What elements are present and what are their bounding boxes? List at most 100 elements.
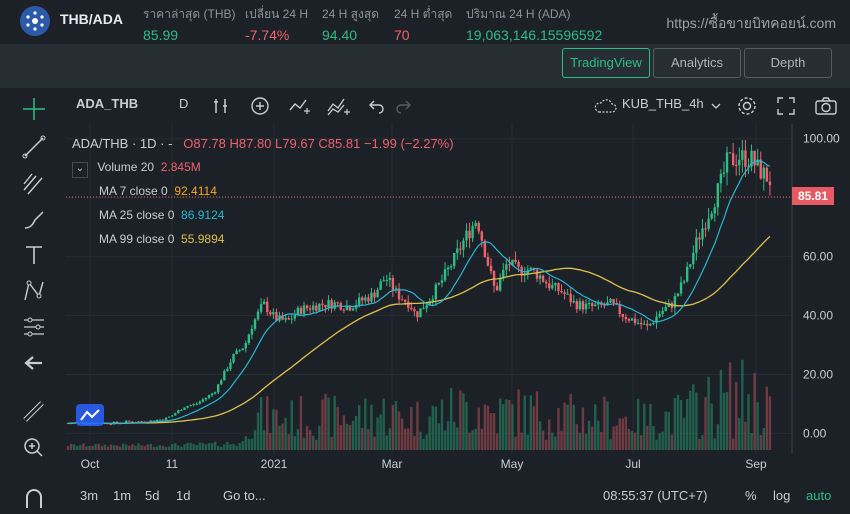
gear-icon[interactable] [736,95,758,117]
log-toggle[interactable]: log [773,488,791,503]
tab-tradingview[interactable]: TradingView [562,48,650,78]
candle-body [373,292,376,298]
price-tick-label: 20.00 [803,367,833,381]
percent-toggle[interactable]: % [745,488,757,503]
volume-bar [391,405,395,450]
volume-bar [407,428,410,450]
candle-body [701,228,704,240]
collapse-legend-icon[interactable]: ⌄ [72,162,88,178]
interval-select[interactable]: D [179,96,189,111]
tab-analytics[interactable]: Analytics [653,48,741,78]
volume-bar [149,443,152,450]
volume-bar [627,429,631,450]
crosshair-icon[interactable] [16,94,52,124]
volume-bar [186,442,189,450]
volume-bar [615,425,618,450]
tradingview-logo-icon[interactable] [76,404,104,426]
volume-bar [590,426,594,450]
auto-toggle[interactable]: auto [806,488,832,503]
volume-bar [535,391,539,450]
volume-bar [210,443,214,450]
candle-body [566,293,569,295]
candle-body [266,301,269,313]
candle-body [689,264,692,267]
candle-body [259,304,263,312]
compare-icon[interactable] [288,95,312,117]
volume-bar [315,439,318,450]
volume-bar [649,403,652,450]
candle-body [388,278,392,281]
cloud-icon[interactable] [592,96,618,116]
volume-bar [259,397,263,450]
candle-body [649,324,652,326]
range-1m[interactable]: 1m [113,488,132,503]
legend-volume-value: 2.845M [160,160,201,174]
volume-bar [676,394,680,450]
candle-body [223,370,226,381]
layout-name[interactable]: KUB_THB_4h [622,96,704,111]
volume-bar [275,409,278,450]
magnet-icon[interactable] [16,482,52,512]
candles-type-icon[interactable] [211,96,231,116]
goto-button[interactable]: Go to... [223,488,266,503]
candle-body [471,226,474,239]
volume-bar [707,376,710,450]
range-3m[interactable]: 3m [80,488,99,503]
volume-bar [468,432,471,450]
fib-retracement-icon[interactable] [16,168,52,198]
trend-line-icon[interactable] [16,132,52,162]
indicators-template-icon[interactable] [326,95,352,117]
candle-body [449,266,453,268]
volume-bar [171,443,174,450]
legend-ma7-value: 92.4114 [174,184,217,198]
candle-body [618,304,621,314]
text-tool-icon[interactable] [16,240,52,270]
candle-body [171,415,174,417]
volume-bar [465,402,468,450]
candle-body [750,150,753,167]
candle-body [324,304,327,308]
candle-body [474,222,477,227]
brush-icon[interactable] [16,204,52,234]
candle-body [765,167,769,182]
volume-bar [594,404,597,450]
volume-bar [308,430,312,450]
add-indicator-icon[interactable] [249,95,271,117]
ruler-icon[interactable] [16,396,52,426]
candle-body [410,307,413,310]
range-1d[interactable]: 1d [176,488,191,503]
chart-toolbar: ADA_THB D KUB_THB_4h [66,88,850,124]
volume-bar [551,432,554,450]
pattern-tool-icon[interactable] [16,276,52,306]
redo-icon[interactable] [394,96,414,116]
measure-tool-icon[interactable] [16,312,52,342]
volume-bar [505,399,508,450]
candle-body [152,420,156,422]
range-5d[interactable]: 5d [145,488,160,503]
back-arrow-icon[interactable] [16,348,52,378]
undo-icon[interactable] [366,96,386,116]
volume-bar [578,432,582,450]
fullscreen-icon[interactable] [776,96,796,116]
chevron-down-icon[interactable] [710,100,722,112]
price-tick-label: 40.00 [803,309,833,323]
volume-bar [713,438,716,450]
zoom-in-icon[interactable] [16,432,52,462]
candle-body [639,322,643,325]
candle-body [272,311,275,315]
volume-bar [428,416,431,450]
symbol-search[interactable]: ADA_THB [76,96,139,111]
candle-body [584,303,588,310]
legend-ma7-label: MA 7 close 0 [99,184,168,198]
volume-bar [738,418,741,450]
camera-icon[interactable] [814,95,838,117]
tab-depth[interactable]: Depth [744,48,832,78]
volume-bar [146,444,149,450]
candle-body [213,392,217,394]
candle-body [612,298,615,304]
candle-body [728,152,732,154]
volume-bar [548,419,551,450]
stat-value: 19,063,146.15596592 [466,27,603,43]
